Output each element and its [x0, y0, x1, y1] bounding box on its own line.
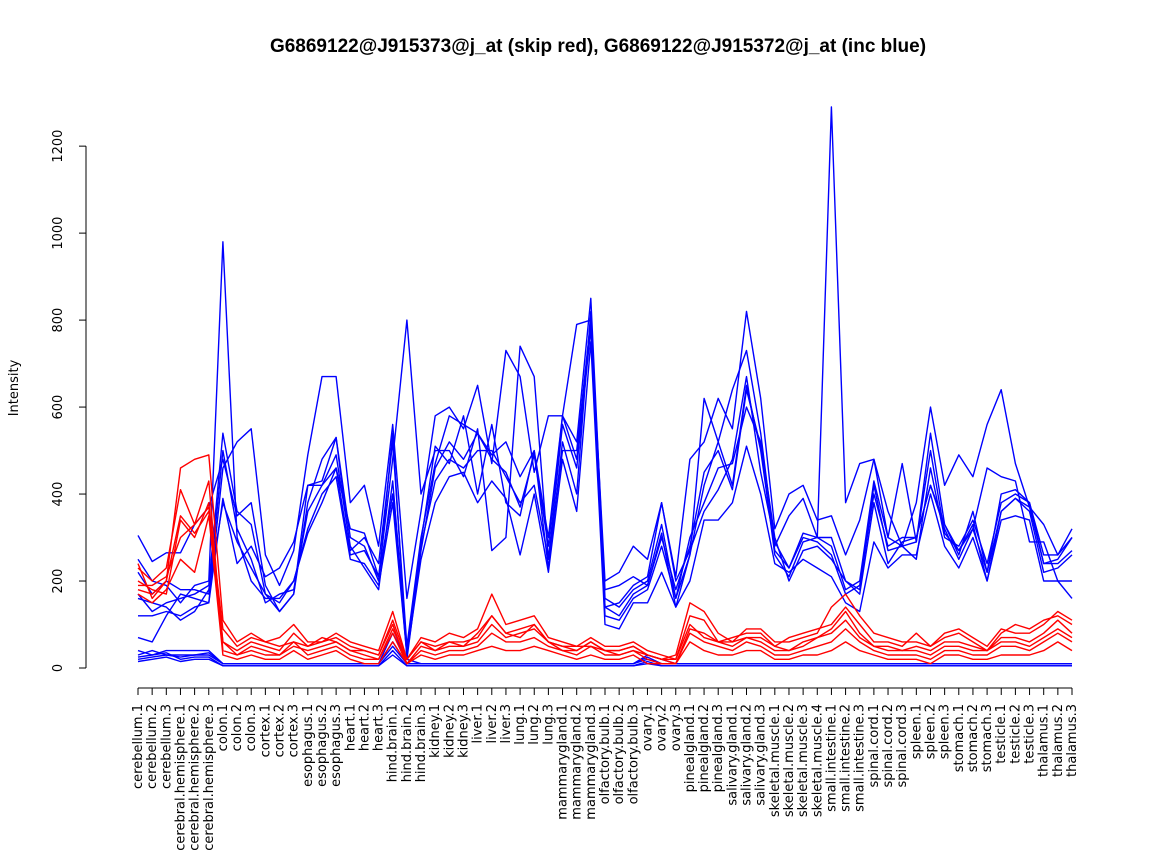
- chart-title: G6869122@J915373@j_at (skip red), G68691…: [270, 36, 926, 57]
- inc-series-line-4: [137, 319, 1073, 647]
- x-tick-label: mammarygland.1: [556, 704, 571, 820]
- x-tick-label: stomach.1: [952, 704, 967, 772]
- x-tick-label: olfactory.bulb.2: [612, 704, 627, 804]
- x-tick-label: olfactory.bulb.3: [626, 704, 641, 804]
- x-tick-label: hind.brain.2: [400, 704, 415, 782]
- y-axis: 0 200 400 600 800 1000 1200: [51, 130, 87, 672]
- x-tick-label: esophagus.3: [329, 704, 344, 787]
- y-tick-label: 800: [51, 308, 66, 333]
- x-tick-label: small.intestine.3: [853, 704, 868, 812]
- x-tick-label: mammarygland.3: [584, 704, 599, 820]
- x-tick-label: salivary.gland.3: [754, 704, 769, 806]
- x-tick-label: cortex.3: [287, 704, 302, 757]
- x-tick-label: ovary.1: [640, 704, 655, 751]
- x-tick-label: small.intestine.2: [839, 704, 854, 812]
- x-tick-label: spleen.1: [909, 704, 924, 759]
- x-tick-label: thalamus.1: [1037, 704, 1052, 777]
- x-tick-label: stomach.2: [966, 704, 981, 772]
- x-tick-label: ovary.3: [669, 704, 684, 751]
- x-tick-label: liver.2: [485, 704, 500, 743]
- y-tick-label: 200: [51, 569, 66, 594]
- x-tick-label: colon.3: [244, 704, 259, 751]
- x-tick-label: colon.2: [230, 704, 245, 751]
- x-tick-label: hind.brain.1: [386, 704, 401, 782]
- x-tick-label: pinealgland.3: [711, 704, 726, 792]
- x-tick-label: skeletal.muscle.3: [796, 704, 811, 817]
- inc-series-line-3: [137, 341, 1072, 656]
- skip-series-line-12: [137, 454, 1073, 660]
- x-tick-label: skeletal.muscle.2: [782, 704, 797, 817]
- inc-series-line-6: [137, 106, 1073, 643]
- x-tick-label: pinealgland.2: [697, 704, 712, 792]
- x-tick-label: spinal.cord.2: [881, 704, 896, 787]
- x-tick-label: hind.brain.3: [414, 704, 429, 782]
- x-tick-label: heart.3: [372, 704, 387, 751]
- skip-series-line-13: [137, 502, 1073, 660]
- x-tick-label: small.intestine.1: [824, 704, 839, 812]
- y-axis-label: Intensity: [7, 359, 22, 416]
- x-tick-label: cortex.1: [258, 704, 273, 757]
- x-tick-label: cerebellum.3: [159, 704, 174, 789]
- x-tick-label: cerebral.hemisphere.3: [202, 704, 217, 851]
- x-tick-label: heart.1: [343, 704, 358, 751]
- x-tick-label: cerebellum.2: [145, 704, 160, 789]
- x-tick-label: spinal.cord.1: [867, 704, 882, 787]
- y-tick-label: 1200: [51, 130, 66, 163]
- x-tick-label: heart.2: [357, 704, 372, 751]
- skip-series-line-16: [138, 506, 1073, 665]
- x-tick-label: thalamus.3: [1065, 704, 1080, 777]
- x-tick-label: kidney.2: [442, 704, 457, 758]
- x-tick-label: testicle.2: [1008, 704, 1023, 764]
- x-tick-label: spleen.2: [923, 704, 938, 759]
- x-tick-label: salivary.gland.2: [740, 704, 755, 806]
- x-tick-label: ovary.2: [655, 704, 670, 751]
- x-tick-label: olfactory.bulb.1: [598, 704, 613, 804]
- x-tick-label: spleen.3: [938, 704, 953, 759]
- x-tick-label: testicle.1: [994, 704, 1009, 764]
- x-tick-label: skeletal.muscle.4: [810, 704, 825, 817]
- series-layer: [137, 106, 1073, 667]
- skip-series-line-17: [137, 515, 1073, 665]
- x-tick-label: lung.2: [527, 704, 542, 745]
- x-tick-label: spinal.cord.3: [895, 704, 910, 787]
- x-tick-label: salivary.gland.1: [725, 704, 740, 806]
- x-tick-label: esophagus.1: [301, 704, 316, 787]
- y-tick-label: 600: [51, 395, 66, 420]
- x-tick-label: liver.1: [471, 704, 486, 743]
- inc-series-line-5: [138, 310, 1073, 617]
- inc-series-line-11: [137, 654, 1072, 667]
- x-tick-label: cerebral.hemisphere.2: [188, 704, 203, 851]
- x-tick-label: stomach.3: [980, 704, 995, 772]
- x-tick-label: testicle.3: [1023, 704, 1038, 764]
- x-tick-label: cortex.2: [273, 704, 288, 757]
- x-tick-label: lung.1: [513, 704, 528, 745]
- x-axis: cerebellum.1 cerebellum.2 cerebellum.3 cere…: [131, 687, 1080, 851]
- x-tick-label: cerebral.hemisphere.1: [173, 704, 188, 851]
- x-tick-label: esophagus.2: [315, 704, 330, 787]
- x-tick-label: kidney.1: [428, 704, 443, 758]
- y-tick-label: 400: [51, 482, 66, 507]
- y-tick-label: 1000: [51, 217, 66, 250]
- y-tick-label: 0: [51, 664, 66, 672]
- skip-series-line-15: [137, 510, 1073, 665]
- x-tick-label: mammarygland.2: [570, 704, 585, 820]
- x-tick-label: kidney.3: [456, 704, 471, 758]
- x-tick-label: cerebellum.1: [131, 704, 146, 789]
- x-tick-label: lung.3: [541, 704, 556, 745]
- x-tick-label: pinealgland.1: [683, 704, 698, 792]
- x-tick-label: thalamus.2: [1051, 704, 1066, 777]
- x-tick-label: skeletal.muscle.1: [768, 704, 783, 817]
- x-tick-label: liver.3: [499, 704, 514, 743]
- inc-series-line-10: [137, 645, 1072, 665]
- x-tick-label: colon.1: [216, 704, 231, 751]
